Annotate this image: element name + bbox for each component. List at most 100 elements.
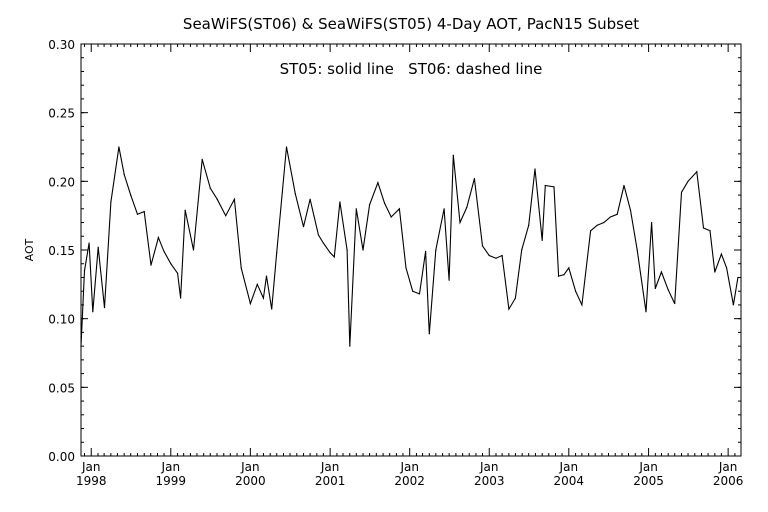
- data-point: [329, 252, 331, 254]
- x-tick-month-label: Jan: [240, 460, 260, 474]
- data-point: [623, 184, 625, 187]
- series-layer: [80, 146, 742, 347]
- data-point: [680, 191, 683, 193]
- data-point: [276, 252, 278, 254]
- chart-title: SeaWiFS(ST06) & SeaWiFS(ST05) 4-Day AOT,…: [183, 15, 639, 33]
- x-tick-month-label: Jan: [718, 460, 738, 474]
- data-point: [256, 283, 258, 285]
- data-point: [495, 257, 497, 259]
- data-point: [317, 234, 319, 236]
- data-point: [435, 249, 437, 251]
- data-point: [136, 213, 139, 215]
- data-point: [702, 227, 705, 229]
- data-point: [377, 182, 379, 184]
- y-tick-label: 0.05: [48, 381, 75, 395]
- data-point: [459, 221, 461, 224]
- data-point: [667, 289, 669, 291]
- data-point: [521, 249, 523, 251]
- x-axis-ticks: Jan1998Jan1999Jan2000Jan2001Jan2002Jan20…: [76, 44, 743, 488]
- x-tick-year-label: 2004: [554, 474, 585, 488]
- x-tick-year-label: 2000: [235, 474, 266, 488]
- data-point: [660, 271, 663, 273]
- data-point: [92, 311, 94, 313]
- data-point: [473, 177, 476, 180]
- data-point: [720, 253, 722, 255]
- data-point: [629, 209, 632, 211]
- data-point: [568, 267, 570, 269]
- data-point: [309, 198, 311, 200]
- x-tick-year-label: 2003: [474, 474, 505, 488]
- data-point: [333, 256, 335, 258]
- data-point: [443, 208, 445, 210]
- data-point: [687, 180, 689, 182]
- data-point: [322, 242, 324, 244]
- data-point: [262, 297, 265, 299]
- x-tick-year-label: 2005: [633, 474, 664, 488]
- y-tick-label: 0.15: [48, 244, 75, 258]
- data-point: [339, 201, 341, 203]
- data-point: [563, 274, 565, 276]
- x-tick-month-label: Jan: [81, 460, 101, 474]
- x-tick-month-label: Jan: [638, 460, 658, 474]
- data-point: [390, 216, 392, 218]
- data-point: [180, 297, 182, 299]
- data-point: [514, 297, 517, 299]
- data-point: [302, 226, 305, 228]
- data-point: [123, 173, 125, 176]
- data-point: [714, 271, 716, 273]
- y-axis-label: AOT: [23, 238, 36, 261]
- x-tick-year-label: 2001: [315, 474, 346, 488]
- data-point: [157, 237, 159, 239]
- series-line-st05: [80, 146, 741, 347]
- data-point: [201, 158, 203, 160]
- data-point: [651, 221, 653, 224]
- data-point: [501, 254, 503, 257]
- data-point: [616, 213, 618, 215]
- data-point: [97, 246, 99, 248]
- data-point: [163, 250, 165, 252]
- data-point: [294, 193, 296, 195]
- data-point: [184, 209, 186, 211]
- x-tick-month-label: Jan: [399, 460, 419, 474]
- data-point: [265, 275, 268, 277]
- data-point: [240, 267, 242, 269]
- data-point: [143, 210, 145, 213]
- y-tick-label: 0.25: [48, 107, 75, 121]
- data-point: [574, 290, 577, 292]
- data-point: [83, 270, 86, 272]
- data-point: [732, 304, 734, 306]
- data-point: [488, 254, 490, 257]
- data-point: [355, 208, 357, 210]
- x-tick-month-label: Jan: [161, 460, 181, 474]
- data-point: [216, 198, 218, 200]
- data-point: [346, 249, 348, 251]
- data-point: [528, 224, 530, 226]
- data-point: [384, 202, 386, 204]
- data-point: [448, 279, 450, 281]
- data-point: [553, 186, 555, 188]
- x-tick-month-label: Jan: [320, 460, 340, 474]
- data-point: [362, 249, 364, 251]
- data-point: [368, 204, 371, 206]
- data-point: [192, 249, 195, 251]
- data-point: [425, 250, 427, 252]
- data-point: [233, 198, 236, 200]
- data-point: [398, 208, 401, 210]
- data-point: [557, 275, 560, 277]
- y-tick-label: 0.20: [48, 175, 75, 189]
- data-point: [581, 304, 583, 306]
- x-tick-year-label: 1998: [76, 474, 107, 488]
- data-point: [737, 276, 739, 279]
- data-point: [118, 146, 120, 148]
- data-point: [466, 206, 468, 209]
- data-point: [541, 239, 543, 241]
- data-point: [481, 245, 484, 247]
- data-point: [412, 290, 414, 292]
- x-tick-month-label: Jan: [479, 460, 499, 474]
- data-point: [726, 267, 728, 269]
- data-point: [405, 267, 407, 269]
- data-point: [544, 184, 546, 187]
- y-tick-label: 0.30: [48, 38, 75, 52]
- data-point: [645, 311, 647, 313]
- data-point: [696, 171, 698, 173]
